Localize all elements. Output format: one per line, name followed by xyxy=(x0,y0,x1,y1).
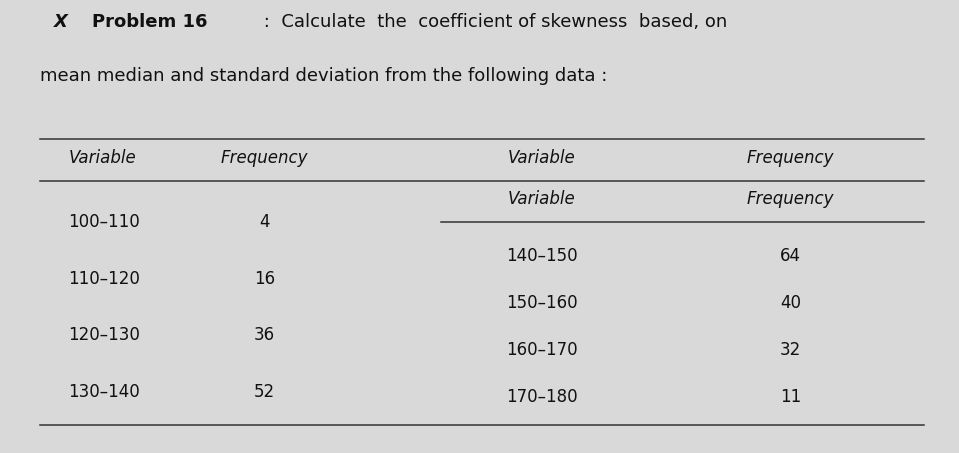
Text: 100–110: 100–110 xyxy=(68,213,140,231)
Text: 170–180: 170–180 xyxy=(505,388,577,406)
Text: 11: 11 xyxy=(780,388,801,406)
Text: 4: 4 xyxy=(259,213,269,231)
Text: 36: 36 xyxy=(254,326,275,344)
Text: 160–170: 160–170 xyxy=(505,341,577,359)
Text: 130–140: 130–140 xyxy=(68,383,140,401)
Text: 40: 40 xyxy=(780,294,801,312)
Text: 120–130: 120–130 xyxy=(68,326,140,344)
Text: 150–160: 150–160 xyxy=(505,294,577,312)
Text: :  Calculate  the  coefficient of skewness  based, on: : Calculate the coefficient of skewness … xyxy=(258,13,727,31)
Text: 110–120: 110–120 xyxy=(68,270,140,288)
Text: 64: 64 xyxy=(780,247,801,265)
Text: Problem 16: Problem 16 xyxy=(92,13,208,31)
Text: 140–150: 140–150 xyxy=(505,247,577,265)
Text: mean median and standard deviation from the following data :: mean median and standard deviation from … xyxy=(39,67,607,85)
Text: 52: 52 xyxy=(254,383,275,401)
Text: Frequency: Frequency xyxy=(746,149,834,167)
Text: X: X xyxy=(54,13,74,31)
Text: Frequency: Frequency xyxy=(221,149,308,167)
Text: Variable: Variable xyxy=(68,149,136,167)
Text: 16: 16 xyxy=(254,270,275,288)
Text: 32: 32 xyxy=(780,341,801,359)
Text: Variable: Variable xyxy=(507,149,575,167)
Text: Frequency: Frequency xyxy=(746,191,834,208)
Text: Variable: Variable xyxy=(507,191,575,208)
